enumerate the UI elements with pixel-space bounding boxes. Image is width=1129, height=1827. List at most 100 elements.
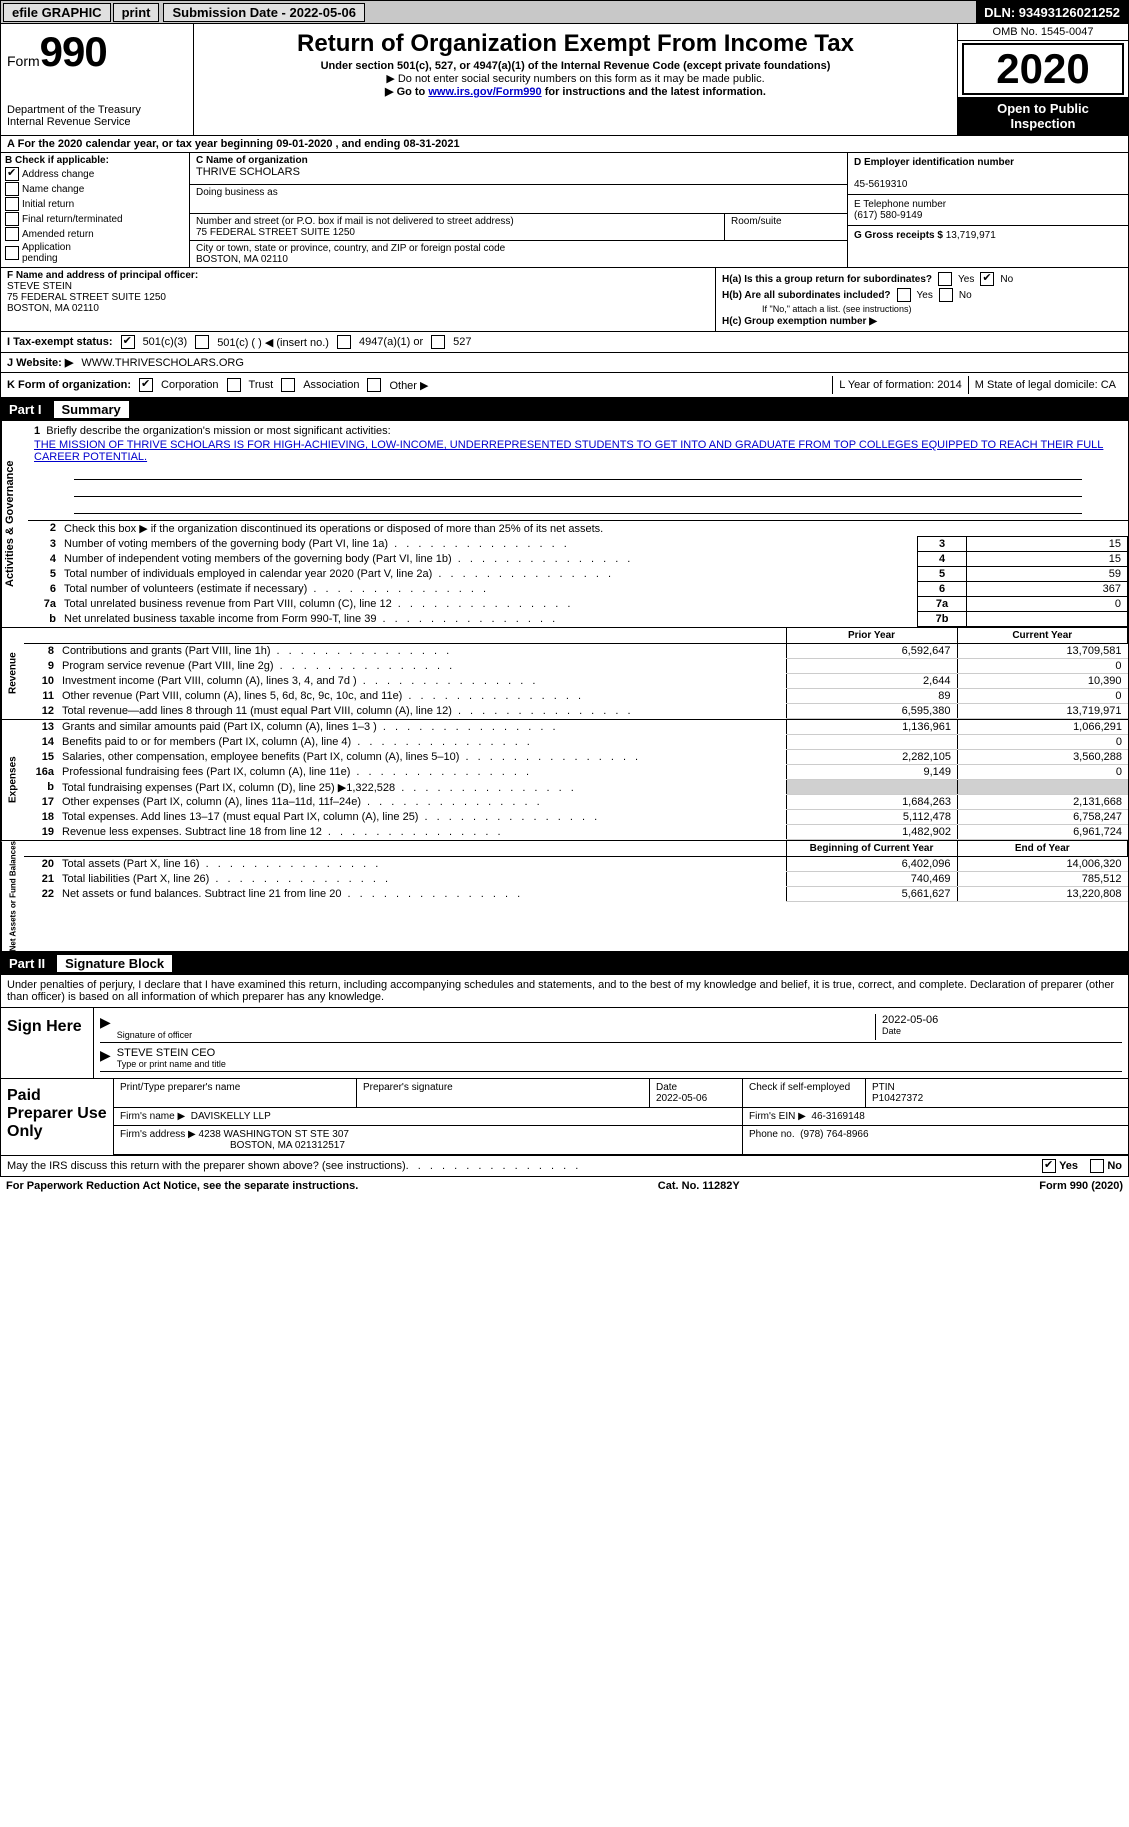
- footer-mid: Cat. No. 11282Y: [658, 1180, 740, 1192]
- expenses-table: 13 Grants and similar amounts paid (Part…: [24, 720, 1128, 840]
- submission-date: Submission Date - 2022-05-06: [163, 3, 365, 22]
- chk-amended[interactable]: [5, 227, 19, 241]
- room-label: Room/suite: [731, 216, 782, 227]
- blank-line-1: [74, 465, 1082, 480]
- line2-text: Check this box ▶ if the organization dis…: [60, 521, 1128, 537]
- table-row: 4 Number of independent voting members o…: [28, 552, 1128, 567]
- chk-4947[interactable]: [337, 335, 351, 349]
- firm-name-cell: Firm's name ▶ DAVISKELLY LLP: [114, 1108, 743, 1126]
- table-row: 21 Total liabilities (Part X, line 26) 7…: [24, 872, 1128, 887]
- chk-501c[interactable]: [195, 335, 209, 349]
- chk-501c3[interactable]: [121, 335, 135, 349]
- addr-label: Number and street (or P.O. box if mail i…: [196, 216, 514, 227]
- row-k-form-org: K Form of organization: Corporation Trus…: [0, 373, 1129, 398]
- hb-note: If "No," attach a list. (see instruction…: [722, 304, 1122, 314]
- part2-title: Signature Block: [57, 955, 172, 972]
- gross-value: 13,719,971: [946, 230, 996, 241]
- mission-text[interactable]: THE MISSION OF THRIVE SCHOLARS IS FOR HI…: [34, 439, 1122, 463]
- sig-officer-label: Signature of officer: [117, 1030, 875, 1040]
- chk-corp[interactable]: [139, 378, 153, 392]
- col-de: D Employer identification number 45-5619…: [847, 153, 1128, 267]
- f-officer: F Name and address of principal officer:…: [1, 268, 716, 331]
- addr-cell: Number and street (or P.O. box if mail i…: [190, 214, 724, 240]
- side-activities: Activities & Governance: [1, 421, 28, 627]
- revenue-table: Prior Year Current Year 8 Contributions …: [24, 628, 1128, 719]
- table-row: 20 Total assets (Part X, line 16) 6,402,…: [24, 857, 1128, 872]
- prep-name-label: Print/Type preparer's name: [114, 1079, 357, 1108]
- irs-discuss-no[interactable]: [1090, 1159, 1104, 1173]
- dba-label: Doing business as: [196, 187, 278, 198]
- org-name-label: C Name of organization: [196, 155, 308, 166]
- chk-final-return[interactable]: [5, 212, 19, 226]
- hb-no[interactable]: [939, 288, 953, 302]
- firm-phone-cell: Phone no. (978) 764-8966: [743, 1126, 1129, 1155]
- chk-app-pending[interactable]: [5, 246, 19, 260]
- chk-527[interactable]: [431, 335, 445, 349]
- dba-cell: Doing business as: [190, 184, 847, 213]
- footer: For Paperwork Reduction Act Notice, see …: [0, 1177, 1129, 1195]
- part1-header: Part I Summary: [0, 398, 1129, 421]
- footer-left: For Paperwork Reduction Act Notice, see …: [6, 1180, 358, 1192]
- subtitle-3: ▶ Go to www.irs.gov/Form990 for instruct…: [198, 85, 953, 98]
- irs-discuss-row: May the IRS discuss this return with the…: [0, 1156, 1129, 1177]
- chk-name-change[interactable]: [5, 182, 19, 196]
- phone-value: (617) 580-9149: [854, 210, 922, 221]
- chk-trust[interactable]: [227, 378, 241, 392]
- subtitle-2: ▶ Do not enter social security numbers o…: [198, 72, 953, 85]
- ha-yes[interactable]: [938, 272, 952, 286]
- ag-table: 2Check this box ▶ if the organization di…: [28, 521, 1128, 627]
- subtitle-1: Under section 501(c), 527, or 4947(a)(1)…: [198, 60, 953, 72]
- table-row: 22 Net assets or fund balances. Subtract…: [24, 887, 1128, 902]
- chk-other[interactable]: [367, 378, 381, 392]
- open-to-public: Open to Public Inspection: [958, 97, 1128, 135]
- form-word: Form: [7, 53, 40, 69]
- row-a-period: A For the 2020 calendar year, or tax yea…: [0, 136, 1129, 153]
- hb-yes[interactable]: [897, 288, 911, 302]
- dept-treasury: Department of the Treasury: [7, 104, 187, 116]
- room-cell: Room/suite: [724, 214, 847, 240]
- table-row: 12 Total revenue—add lines 8 through 11 …: [24, 704, 1128, 719]
- k-label: K Form of organization:: [7, 379, 131, 391]
- print-button[interactable]: print: [113, 3, 160, 22]
- arrow-icon: ▶: [100, 1014, 111, 1040]
- table-row: b Total fundraising expenses (Part IX, c…: [24, 780, 1128, 795]
- form-id-box: Form990 Department of the Treasury Inter…: [1, 24, 194, 135]
- form-header: Form990 Department of the Treasury Inter…: [0, 24, 1129, 136]
- addr-value: 75 FEDERAL STREET SUITE 1250: [196, 227, 355, 238]
- i-label: I Tax-exempt status:: [7, 336, 113, 348]
- preparer-table: Print/Type preparer's name Preparer's si…: [114, 1079, 1128, 1155]
- table-row: 15 Salaries, other compensation, employe…: [24, 750, 1128, 765]
- chk-initial-return[interactable]: [5, 197, 19, 211]
- table-row: 14 Benefits paid to or for members (Part…: [24, 735, 1128, 750]
- j-label: J Website: ▶: [7, 356, 73, 369]
- table-row: 7a Total unrelated business revenue from…: [28, 597, 1128, 612]
- prep-date-cell: Date 2022-05-06: [650, 1079, 743, 1108]
- form-number: 990: [40, 28, 107, 75]
- efile-label: efile GRAPHIC: [3, 3, 111, 22]
- irs-label: Internal Revenue Service: [7, 116, 187, 128]
- omb-number: OMB No. 1545-0047: [958, 24, 1128, 41]
- chk-assoc[interactable]: [281, 378, 295, 392]
- hdr-end-year: End of Year: [957, 841, 1128, 857]
- col-c-org: C Name of organization THRIVE SCHOLARS D…: [190, 153, 847, 267]
- net-assets-table: Beginning of Current Year End of Year 20…: [24, 841, 1128, 902]
- gross-receipts-cell: G Gross receipts $ 13,719,971: [848, 226, 1128, 245]
- ha-no[interactable]: [980, 272, 994, 286]
- table-row: 16a Professional fundraising fees (Part …: [24, 765, 1128, 780]
- prep-self-emp: Check if self-employed: [743, 1079, 866, 1108]
- irs-link[interactable]: www.irs.gov/Form990: [428, 86, 541, 98]
- sig-name-label: Type or print name and title: [117, 1059, 1122, 1069]
- side-expenses: Expenses: [1, 720, 24, 840]
- f-city: BOSTON, MA 02110: [7, 303, 99, 314]
- irs-discuss-text: May the IRS discuss this return with the…: [7, 1160, 406, 1172]
- f-name: STEVE STEIN: [7, 281, 72, 292]
- gross-label: G Gross receipts $: [854, 230, 946, 241]
- row-i-tax-status: I Tax-exempt status: 501(c)(3) 501(c) ( …: [0, 332, 1129, 353]
- phone-label: E Telephone number: [854, 199, 946, 210]
- table-row: 18 Total expenses. Add lines 13–17 (must…: [24, 810, 1128, 825]
- irs-discuss-yes[interactable]: [1042, 1159, 1056, 1173]
- blank-line-2: [74, 482, 1082, 497]
- chk-address-change[interactable]: [5, 167, 19, 181]
- side-net-assets: Net Assets or Fund Balances: [1, 841, 24, 951]
- table-row: 13 Grants and similar amounts paid (Part…: [24, 720, 1128, 735]
